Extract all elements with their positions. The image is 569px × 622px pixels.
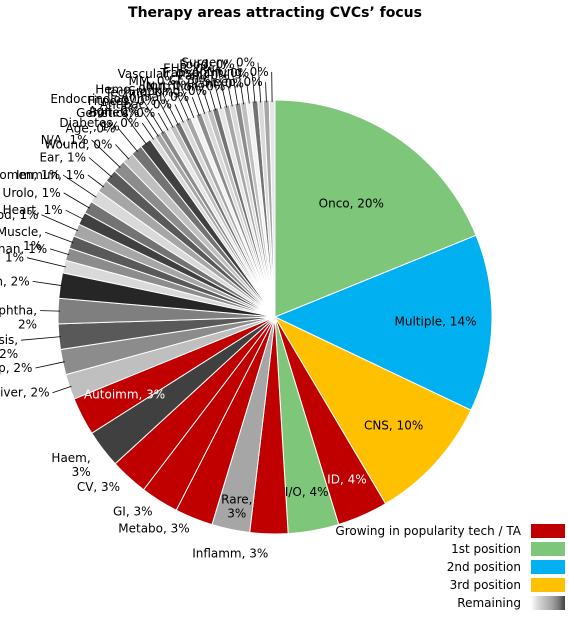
- slice-label: Onco, 20%: [319, 197, 384, 211]
- leader-line: [142, 123, 153, 140]
- leader-line: [89, 158, 112, 178]
- chart-title: Therapy areas attracting CVCs’ focus: [128, 5, 422, 21]
- leader-line: [118, 129, 137, 152]
- slice-label: Wound, 0%: [44, 138, 112, 152]
- slice-label: Resp, 2%: [0, 361, 32, 375]
- legend: Growing in popularity tech / TA 1st posit…: [335, 524, 565, 610]
- leader-line: [35, 362, 64, 368]
- slice-label: Heart, 1%: [3, 203, 63, 217]
- slice-label: Fibrosis,2%: [0, 333, 18, 361]
- leader-line: [115, 145, 129, 160]
- slice-label: Ear, 1%: [39, 151, 86, 165]
- slice-label: Skin, 2%: [0, 274, 30, 288]
- leader-line: [21, 337, 61, 341]
- leader-line: [53, 386, 72, 392]
- leader-line: [50, 249, 69, 255]
- legend-swatch: [531, 542, 565, 556]
- leader-line: [175, 104, 184, 122]
- leader-line: [45, 232, 73, 242]
- slice-label: CV, 3%: [77, 480, 120, 494]
- legend-swatch: [531, 578, 565, 592]
- leader-line: [40, 311, 60, 312]
- slice-label: I/O, 4%: [285, 485, 329, 499]
- legend-label: 1st position: [451, 542, 521, 556]
- slice-label: Antifung, 0%: [191, 65, 269, 79]
- legend-swatch: [531, 524, 565, 538]
- leader-line: [192, 97, 199, 116]
- slice-label: Haem,3%: [51, 451, 90, 479]
- leader-line: [64, 193, 90, 208]
- leader-line: [210, 91, 216, 110]
- slice-label: ID, 4%: [327, 473, 366, 487]
- slice-label: CNS, 10%: [364, 418, 423, 432]
- legend-swatch: [531, 596, 565, 610]
- leader-line: [88, 175, 104, 187]
- slice-label: Urolo, 1%: [3, 186, 61, 200]
- slice-label: Inflamm, 3%: [192, 546, 268, 560]
- slice-label: Multiple, 14%: [395, 315, 477, 329]
- slice-label: Immun, 1%: [16, 168, 85, 182]
- slice-label: Autoimm, 3%: [84, 388, 165, 402]
- legend-label: 3rd position: [450, 578, 521, 592]
- slice-label: GI, 3%: [113, 505, 153, 519]
- leader-line: [27, 258, 66, 267]
- slice-label: Ophtha,2%: [0, 304, 37, 332]
- legend-label: Growing in popularity tech / TA: [335, 524, 521, 538]
- leader-line: [66, 210, 84, 219]
- leader-line: [33, 281, 63, 285]
- legend-swatch: [531, 560, 565, 574]
- slice-label: Liver, 2%: [0, 386, 50, 400]
- legend-label: Remaining: [457, 596, 521, 610]
- legend-label: 2nd position: [447, 560, 521, 574]
- leader-line: [266, 82, 267, 102]
- slice-label: Metabo, 3%: [118, 521, 189, 535]
